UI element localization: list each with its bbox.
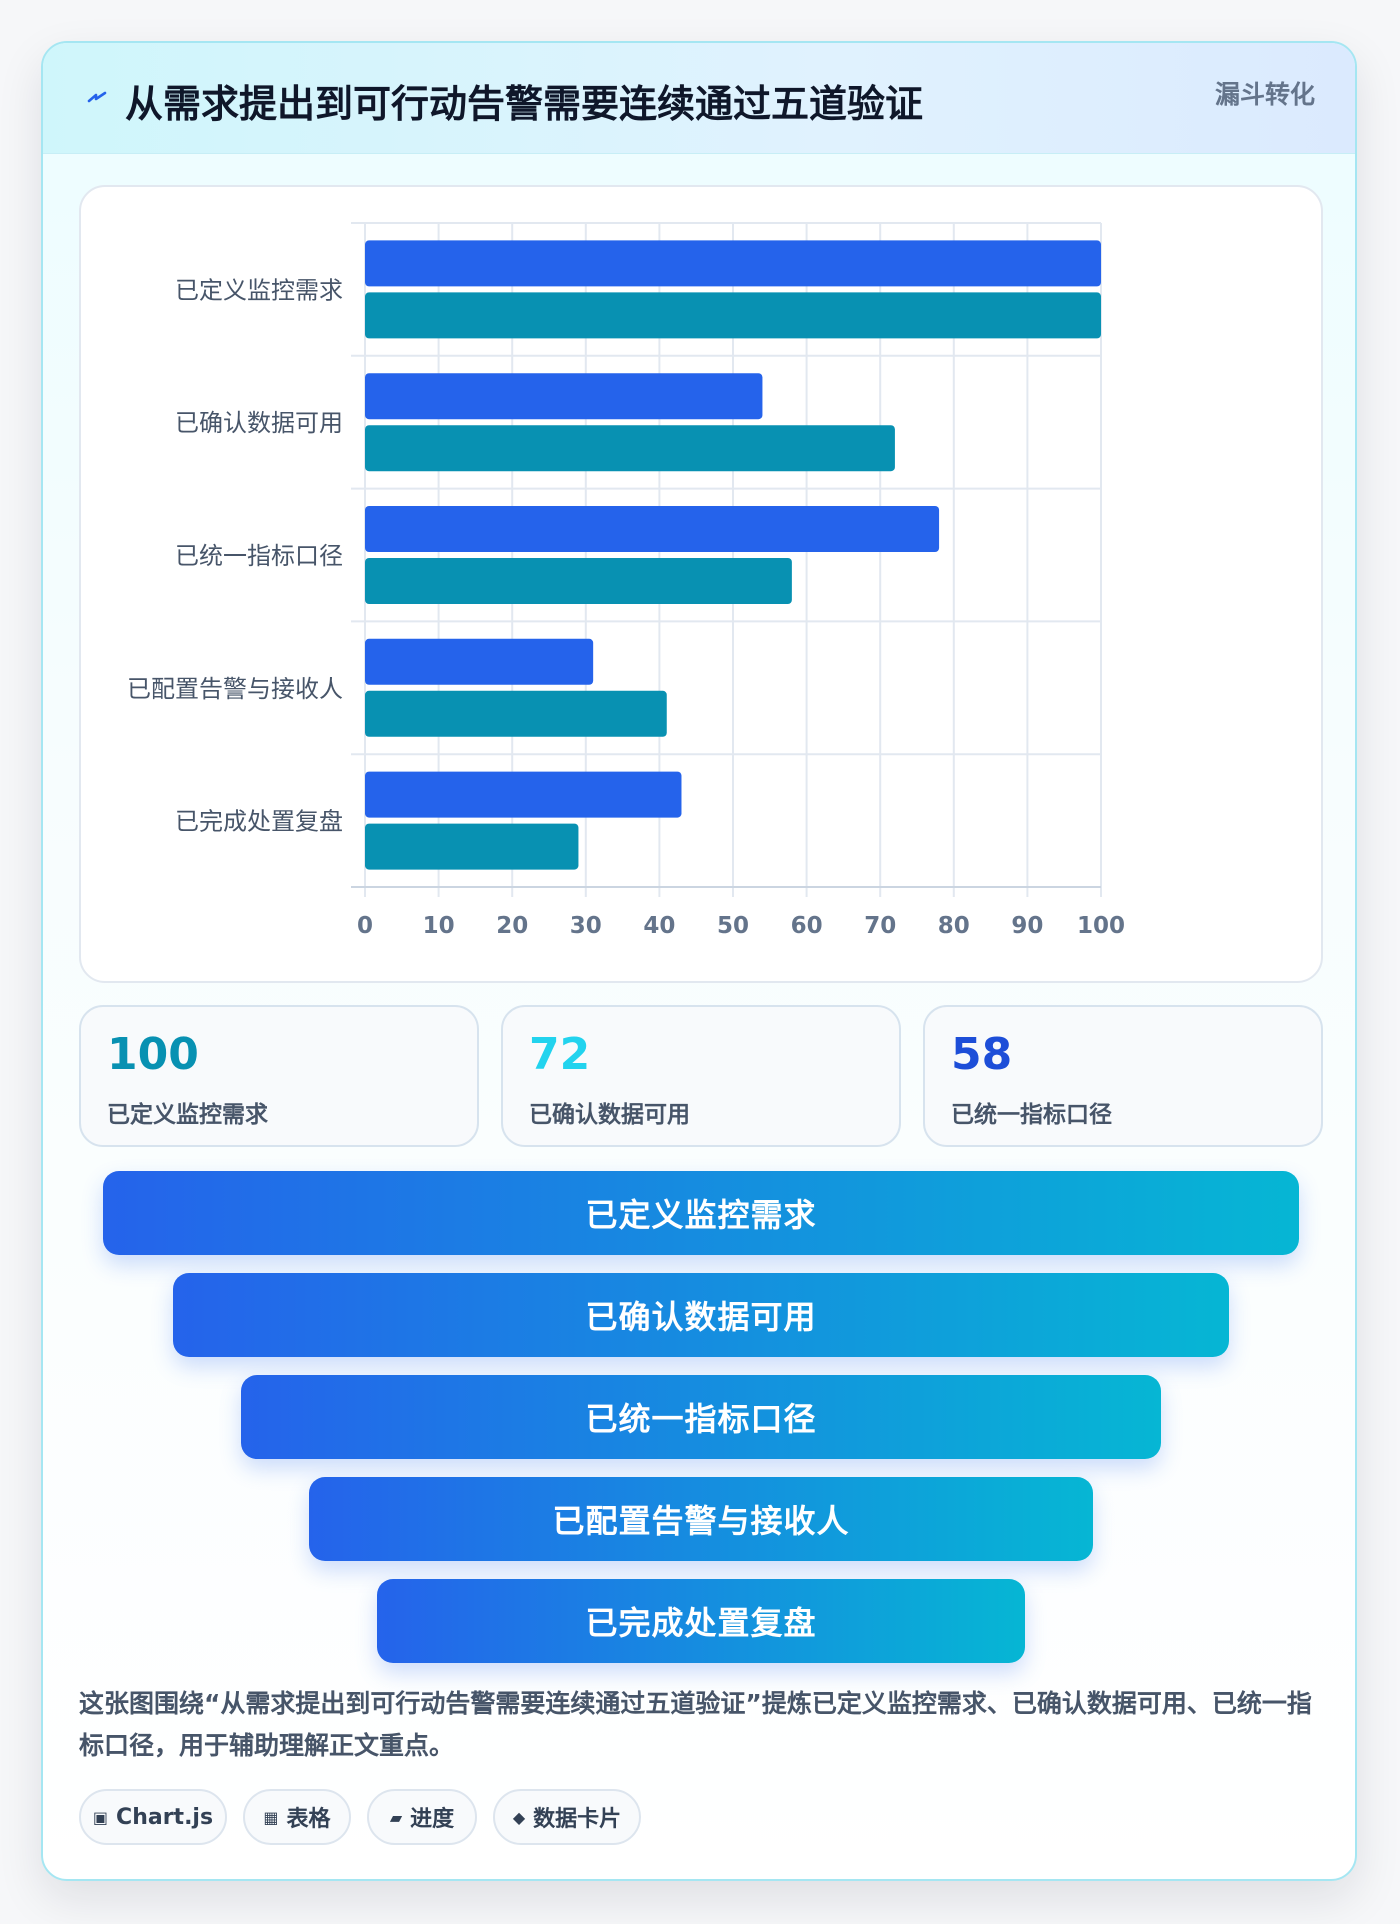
x-tick-label: 30 xyxy=(570,913,602,939)
tag-data-card[interactable]: ◆ 数据卡片 xyxy=(493,1789,641,1845)
progress-icon: ▰ xyxy=(389,1807,403,1827)
bar xyxy=(365,373,763,420)
funnel-stage-label: 已确认数据可用 xyxy=(585,1298,817,1336)
bar xyxy=(365,240,1101,287)
bar xyxy=(365,558,792,604)
x-tick-label: 20 xyxy=(496,913,528,939)
category-label: 已配置告警与接收人 xyxy=(127,675,343,703)
card-header: 从需求提出到可行动告警需要连续通过五道验证 漏斗转化 xyxy=(43,43,1355,154)
category-label: 已定义监控需求 xyxy=(175,276,343,304)
stat-value: 58 xyxy=(951,1029,1013,1080)
bar xyxy=(365,292,1101,339)
x-tick-label: 100 xyxy=(1077,913,1125,939)
x-tick-label: 60 xyxy=(791,913,823,939)
funnel-stage: 已完成处置复盘 xyxy=(377,1579,1025,1663)
bar xyxy=(365,823,579,870)
stat-value: 72 xyxy=(529,1029,591,1080)
stat-card: 100 已定义监控需求 xyxy=(79,1005,479,1147)
funnel: 已定义监控需求 已确认数据可用 已统一指标口径 已配置告警与接收人 已完成处置复… xyxy=(43,1171,1355,1671)
category-label: 已确认数据可用 xyxy=(175,409,343,437)
tag-label: 数据卡片 xyxy=(533,1807,622,1832)
page-title: 从需求提出到可行动告警需要连续通过五道验证 xyxy=(125,82,924,126)
funnel-stage-label: 已统一指标口径 xyxy=(585,1400,817,1438)
x-tick-label: 90 xyxy=(1011,913,1043,939)
bar xyxy=(365,638,594,685)
tag-progress[interactable]: ▰ 进度 xyxy=(367,1789,477,1845)
stat-label: 已定义监控需求 xyxy=(107,1102,268,1128)
bolt-icon xyxy=(87,91,107,103)
tag-label: Chart.js xyxy=(116,1804,214,1830)
category-badge: 漏斗转化 xyxy=(1214,80,1315,109)
tag-table[interactable]: ▦ 表格 xyxy=(243,1789,351,1845)
stat-label: 已统一指标口径 xyxy=(951,1102,1112,1128)
stat-label: 已确认数据可用 xyxy=(529,1102,690,1128)
tag-chartjs[interactable]: ▣ Chart.js xyxy=(79,1789,227,1845)
x-tick-label: 40 xyxy=(643,913,675,939)
bar xyxy=(365,771,682,818)
x-tick-label: 10 xyxy=(423,913,455,939)
table-icon: ▦ xyxy=(263,1807,279,1827)
bar-chart-panel: 已定义监控需求 已确认数据可用 已统一指标口径已配置告警与接收人已完成处置复盘 0 10… xyxy=(79,185,1323,983)
stat-card: 72 已确认数据可用 xyxy=(501,1005,901,1147)
funnel-stage-label: 已完成处置复盘 xyxy=(585,1604,817,1642)
stat-card: 58 已统一指标口径 xyxy=(923,1005,1323,1147)
funnel-stage: 已确认数据可用 xyxy=(173,1273,1229,1357)
category-label: 已完成处置复盘 xyxy=(175,808,343,836)
x-tick-label: 50 xyxy=(717,913,749,939)
funnel-stage: 已配置告警与接收人 xyxy=(309,1477,1093,1561)
bar xyxy=(365,690,667,737)
x-tick-label: 70 xyxy=(864,913,896,939)
stat-cards: 100 已定义监控需求 72 已确认数据可用 58 已统一指标口径 xyxy=(79,1005,1323,1147)
chart-description: 这张图围绕“从需求提出到可行动告警需要连续通过五道验证”提炼已定义监控需求、已确… xyxy=(79,1689,1312,1760)
x-tick-label: 80 xyxy=(938,913,970,939)
funnel-stage-label: 已配置告警与接收人 xyxy=(552,1502,850,1540)
tag-label: 表格 xyxy=(286,1807,331,1832)
bar xyxy=(365,506,940,552)
chart-icon: ▣ xyxy=(92,1807,109,1827)
infographic-card: 从需求提出到可行动告警需要连续通过五道验证 漏斗转化 已定义监控需求 已确认数据可… xyxy=(41,41,1357,1881)
funnel-stage-label: 已定义监控需求 xyxy=(585,1196,817,1234)
funnel-stage: 已定义监控需求 xyxy=(103,1171,1299,1255)
funnel-stage: 已统一指标口径 xyxy=(241,1375,1161,1459)
stat-value: 100 xyxy=(107,1029,199,1080)
category-label: 已统一指标口径 xyxy=(175,542,343,570)
tag-label: 进度 xyxy=(410,1807,455,1832)
bar xyxy=(365,425,895,472)
diamond-icon: ◆ xyxy=(512,1807,526,1827)
x-tick-label: 0 xyxy=(357,913,373,939)
